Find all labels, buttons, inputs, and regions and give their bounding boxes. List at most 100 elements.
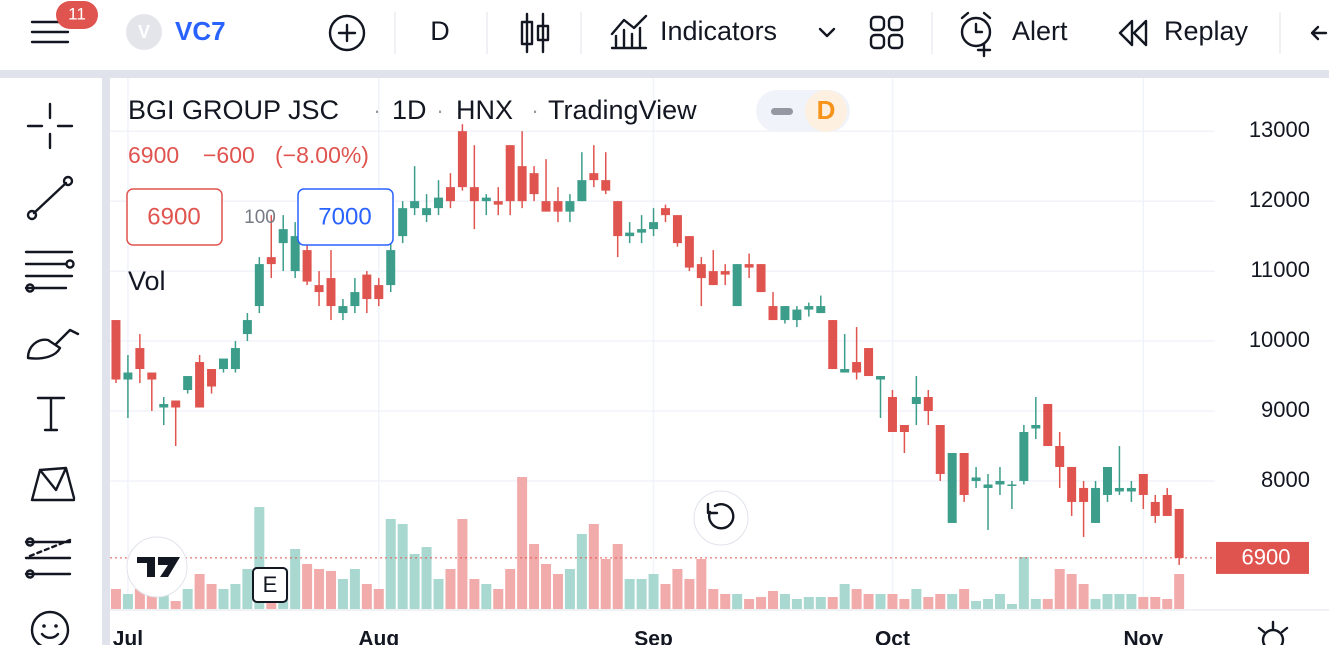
alert-button[interactable]: Alert (960, 11, 1068, 58)
icon-tool[interactable] (30, 610, 70, 650)
x-tick-label: Nov (1123, 628, 1163, 645)
change: −600 (203, 142, 255, 168)
volume-bar (744, 599, 755, 609)
candle-body (123, 372, 133, 380)
candle-body (1007, 484, 1017, 486)
symbol-button[interactable]: V VC7 (126, 14, 226, 50)
volume-bar (493, 589, 504, 609)
candle-body (374, 285, 384, 300)
separator-dot: · (436, 98, 443, 123)
indicators-label: Indicators (660, 16, 777, 46)
buy-button[interactable] (297, 188, 394, 246)
candle-body (1067, 466, 1077, 502)
candle-body (804, 306, 814, 310)
volume-bar (636, 579, 647, 609)
chart-area: 8000 9000 10000 11000 12000 13000 Jul Aug Sep Oct… (110, 78, 1329, 650)
candle-body (947, 452, 957, 523)
volume-bar (720, 594, 731, 609)
candle-body (302, 250, 312, 282)
pattern-tool[interactable] (30, 466, 76, 502)
candle-body (959, 452, 969, 495)
tradingview-logo[interactable] (126, 536, 188, 598)
volume-bar (541, 564, 552, 609)
legend-exchange: HNX (456, 95, 513, 125)
volume-bar (433, 579, 444, 609)
volume-bar (708, 589, 719, 609)
candle-body (840, 369, 850, 373)
volume-bar (182, 589, 193, 609)
volume-bar (110, 589, 121, 609)
candle-body (398, 208, 408, 237)
volume-bar (779, 594, 790, 609)
candle-body (995, 480, 1005, 485)
volume-bar (959, 589, 970, 609)
x-tick-label: Sep (634, 628, 673, 645)
event-marker[interactable] (252, 567, 288, 603)
candle-body (553, 201, 563, 212)
volume-bar (1150, 597, 1161, 609)
candle-body (1174, 508, 1184, 558)
fib-tool[interactable] (24, 250, 75, 293)
volume-bar (337, 579, 348, 609)
menu-button[interactable]: 11 (30, 1, 98, 44)
candle-body (1126, 487, 1136, 492)
status-badge-label: D (817, 95, 836, 125)
replay-button[interactable]: Replay (1118, 16, 1249, 47)
candle-body (696, 264, 706, 279)
legend-interval: 1D (392, 95, 427, 125)
volume-bar (1162, 599, 1173, 609)
badge (56, 1, 98, 29)
crosshair-tool[interactable] (26, 102, 74, 150)
candle-body (780, 306, 790, 321)
brush-tool[interactable] (26, 328, 80, 360)
candle-body (1031, 425, 1041, 429)
layouts-button[interactable] (869, 15, 904, 50)
last-price-tag (1216, 541, 1309, 574)
candle-body (816, 306, 826, 314)
y-tick-label: 12000 (1249, 187, 1310, 212)
volume-bar (326, 571, 336, 609)
volume-bar (768, 591, 778, 609)
candle-body (684, 236, 694, 268)
settings-button[interactable] (1257, 620, 1289, 650)
volume-bar (971, 601, 982, 609)
volume-bar (648, 574, 659, 609)
chart-type-button[interactable] (520, 12, 550, 54)
candle-body (266, 257, 276, 265)
chart-legend: BGI GROUP JSC · 1D · HNX · TradingView D… (126, 90, 850, 296)
candle-body (481, 197, 491, 202)
volume-bar (612, 544, 623, 609)
volume-bar (1174, 574, 1185, 609)
candle-body (218, 358, 228, 370)
volume-bar (911, 589, 922, 609)
volume-bar (1078, 584, 1089, 609)
candle-body (1019, 432, 1029, 481)
add-symbol-button[interactable] (328, 14, 366, 52)
interval-button[interactable]: D (430, 16, 450, 46)
candle-body (565, 201, 575, 212)
candle-body (625, 232, 635, 237)
volume-bar (1138, 597, 1149, 609)
line-tool[interactable] (26, 175, 74, 221)
symbol-name: BGI GROUP JSC (128, 95, 339, 125)
indicators-button[interactable]: Indicators (610, 14, 836, 50)
x-tick-label: Aug (358, 628, 399, 645)
prediction-tool[interactable] (24, 537, 72, 579)
volume-bar (552, 574, 563, 609)
volume-bar (457, 519, 468, 609)
volume-bar (1066, 574, 1077, 609)
volume-bar (1054, 569, 1065, 609)
volume-bar (385, 519, 396, 609)
candle-body (147, 372, 157, 380)
candle-body (660, 208, 670, 216)
candle-body (350, 292, 360, 307)
volume-bar (756, 597, 767, 609)
candle-body (254, 264, 264, 307)
reset-button[interactable] (693, 490, 749, 546)
sell-button[interactable] (126, 188, 223, 246)
symbol-initial: V (138, 22, 150, 42)
candle-body (171, 400, 181, 408)
candle-body (1162, 494, 1172, 516)
candle-body (529, 173, 539, 195)
text-tool[interactable] (36, 396, 66, 432)
